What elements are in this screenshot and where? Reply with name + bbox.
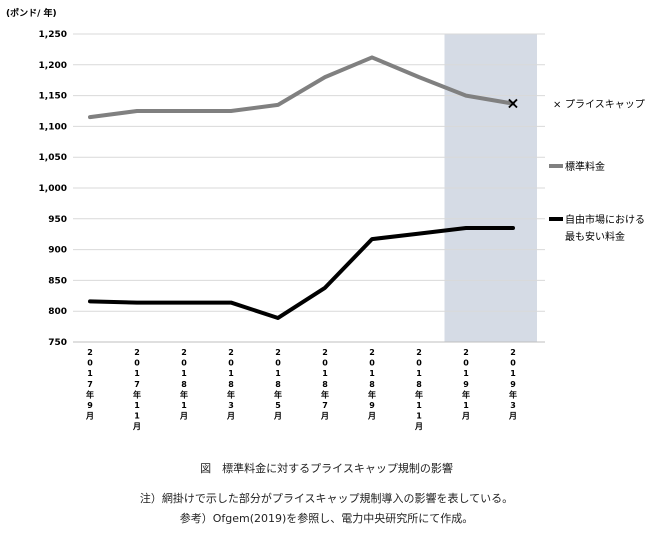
y-tick-label: 1,150 [39,92,67,102]
price-cap-legend-marker: × [553,100,561,111]
legend-label-2: 自由市場における [565,213,645,226]
y-tick-label: 1,050 [39,153,67,163]
legend-label-2: 最も安い料金 [565,230,625,243]
price-cap-label: プライスキャップ [565,99,645,111]
y-tick-label: 1,100 [39,122,67,132]
figure-note: 注）網掛けで示した部分がプライスキャップ規制導入の影響を表している。 [139,492,514,505]
y-tick-label: 1,000 [39,184,67,194]
y-tick-label: 900 [48,246,67,256]
y-tick-label: 1,250 [39,30,67,40]
series-line-1 [88,55,515,120]
series-line-2 [88,226,515,320]
figure-title: 図 標準料金に対するプライスキャップ規制の影響 [200,462,453,475]
y-tick-label: 750 [48,338,67,348]
y-tick-label: 850 [48,276,67,286]
y-tick-label: 800 [48,307,67,317]
y-tick-label: 950 [48,215,67,225]
y-tick-label: 1,200 [39,61,67,71]
figure-source: 参考）Ofgem(2019)を参照し、電力中央研究所にて作成。 [179,512,474,525]
y-axis-label: (ポンド/ 年) [6,7,57,19]
legend-label-1: 標準料金 [565,160,605,173]
price-cap-marker: × [506,94,519,113]
